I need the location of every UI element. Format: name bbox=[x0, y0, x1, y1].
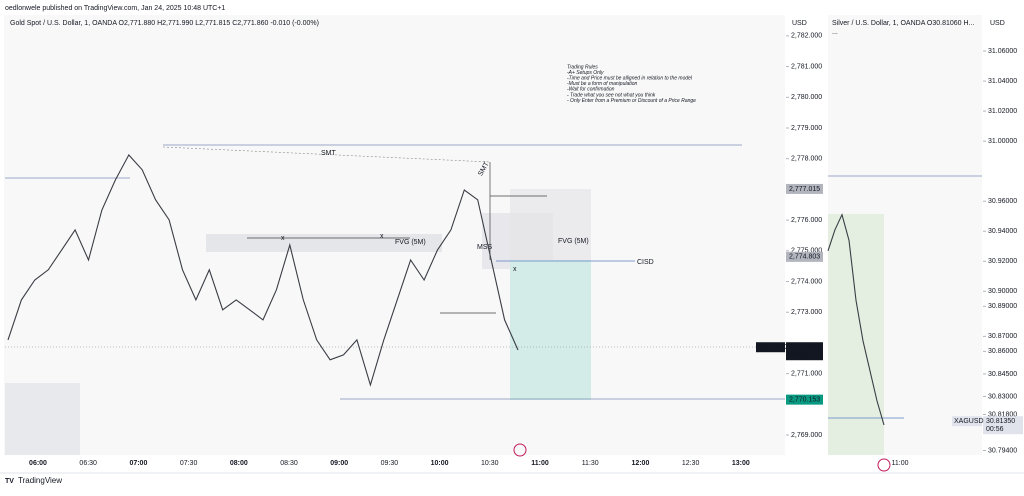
symbol: XAGUSD bbox=[954, 418, 984, 425]
silver-currency: USD bbox=[990, 20, 1005, 27]
rule-line: -Must be a form of manipulation bbox=[567, 81, 638, 87]
y-tick-label: 2,780.000 bbox=[791, 94, 822, 101]
rule-line: - Trade what you see not what you think bbox=[567, 92, 656, 98]
x-tick-label: 13:00 bbox=[732, 460, 750, 467]
x-tick-label: 11:30 bbox=[582, 460, 599, 467]
gold-chart: 2,782.000 2,781.000 2,780.000 2,779.000 2,77… bbox=[7, 33, 823, 467]
rule-line: - Only Enter from a Premium or Discount … bbox=[567, 98, 696, 104]
trading-rules: Trading Rules-A+ Setups Only-Time and Pr… bbox=[567, 64, 696, 104]
price-label-text: 2,770.153 bbox=[789, 396, 820, 403]
countdown: 00:56 bbox=[789, 352, 807, 359]
y-tick-label: 2,773.000 bbox=[791, 309, 822, 316]
y-tick-label: 30.79400 bbox=[988, 447, 1017, 454]
price-label bbox=[786, 251, 823, 262]
symbol-tag bbox=[756, 342, 785, 353]
price-label-text: 2,774.803 bbox=[789, 254, 820, 261]
gold-axis bbox=[785, 15, 825, 455]
event-icon bbox=[877, 458, 891, 472]
y-tick-label: 30.94000 bbox=[988, 228, 1017, 235]
annotation: CISD bbox=[637, 259, 654, 266]
silver-title: Silver / U.S. Dollar, 1, OANDA O30.81060… bbox=[832, 20, 974, 27]
annotation: SMT bbox=[321, 150, 337, 157]
y-tick-label: 30.83000 bbox=[988, 393, 1017, 400]
annotation: FVG (5M) bbox=[395, 239, 426, 246]
y-tick-label: 30.90000 bbox=[988, 288, 1017, 295]
silver-chart: 31.06000 31.04000 31.02000 31.00000 30.96000… bbox=[827, 48, 1023, 467]
rule-line: -Time and Price must be alligned in rela… bbox=[567, 76, 693, 82]
x-tick-label: 06:00 bbox=[29, 460, 47, 467]
price-label-text: 2,771.860 bbox=[789, 344, 820, 351]
y-tick-label: 2,769.000 bbox=[791, 432, 822, 439]
y-tick-label: 2,774.000 bbox=[791, 278, 822, 285]
y-tick-label: 30.86000 bbox=[988, 348, 1017, 355]
silver-more: ... bbox=[832, 29, 838, 36]
footer-brand: TradingView bbox=[18, 476, 62, 485]
y-tick-label: 2,775.000 bbox=[791, 248, 822, 255]
x-tick-label: 11:00 bbox=[892, 460, 909, 467]
fvg-box bbox=[206, 234, 442, 252]
smt-line bbox=[162, 146, 491, 163]
x-tick-label: 08:30 bbox=[280, 460, 298, 467]
annotation: MSS bbox=[477, 244, 493, 251]
x-tick-label: 10:30 bbox=[481, 460, 499, 467]
x-tick-label: 12:30 bbox=[682, 460, 700, 467]
annotation: x bbox=[513, 266, 517, 273]
x-tick-label: 09:00 bbox=[330, 460, 348, 467]
y-tick-label: 30.89000 bbox=[988, 303, 1017, 310]
silver-axis bbox=[982, 15, 1024, 455]
y-tick-label: 31.02000 bbox=[988, 108, 1017, 115]
price-label bbox=[983, 416, 1023, 435]
risk-box bbox=[510, 189, 591, 260]
shade-box bbox=[828, 214, 884, 455]
price-label-text: 2,777.015 bbox=[789, 186, 820, 193]
y-tick-label: 30.87000 bbox=[988, 333, 1017, 340]
y-tick-label: 2,776.000 bbox=[791, 217, 822, 224]
gold-title: Gold Spot / U.S. Dollar, 1, OANDA O2,771… bbox=[10, 20, 319, 27]
price-label-text: 30.81350 bbox=[986, 418, 1015, 425]
price-label bbox=[786, 342, 823, 361]
rule-line: -Wait for confirmation bbox=[567, 87, 615, 93]
price-path bbox=[7, 154, 519, 387]
y-tick-label: 2,782.000 bbox=[791, 33, 822, 40]
rule-line: Trading Rules bbox=[567, 64, 598, 70]
symbol: XAUUSD bbox=[758, 344, 787, 351]
symbol-tag bbox=[952, 416, 982, 427]
x-tick-label: 09:30 bbox=[381, 460, 399, 467]
price-path bbox=[827, 213, 885, 426]
annotation: x bbox=[380, 233, 384, 240]
y-tick-label: 30.92000 bbox=[988, 258, 1017, 265]
x-tick-label: 07:30 bbox=[180, 460, 198, 467]
y-tick-label: 2,778.000 bbox=[791, 156, 822, 163]
x-tick-label: 06:30 bbox=[79, 460, 97, 467]
annotation: FVG (5M) bbox=[558, 238, 589, 245]
event-icon bbox=[513, 443, 527, 457]
rule-line: -A+ Setups Only bbox=[567, 70, 604, 76]
y-tick-label: 2,779.000 bbox=[791, 125, 822, 132]
gold-currency: USD bbox=[792, 20, 807, 27]
annotation: x bbox=[281, 235, 285, 242]
y-tick-label: 2,771.000 bbox=[791, 370, 822, 377]
y-tick-label: 31.00000 bbox=[988, 138, 1017, 145]
reward-box bbox=[510, 260, 591, 400]
y-tick-label: 2,781.000 bbox=[791, 63, 822, 70]
y-tick-label: 31.06000 bbox=[988, 48, 1017, 55]
x-tick-label: 07:00 bbox=[129, 460, 147, 467]
shade-box bbox=[5, 383, 80, 455]
countdown: 00:56 bbox=[986, 426, 1004, 433]
x-tick-label: 12:00 bbox=[631, 460, 649, 467]
x-tick-label: 08:00 bbox=[230, 460, 248, 467]
y-tick-label: 31.04000 bbox=[988, 78, 1017, 85]
price-label bbox=[786, 394, 823, 405]
header: oedlonwele published on TradingView.com,… bbox=[5, 5, 225, 12]
logo: TV bbox=[5, 478, 14, 485]
y-tick-label: 30.81800 bbox=[988, 411, 1017, 418]
x-tick-label: 11:00 bbox=[531, 460, 549, 467]
x-tick-label: 10:00 bbox=[431, 460, 449, 467]
price-label bbox=[786, 183, 823, 194]
y-tick-label: 30.96000 bbox=[988, 198, 1017, 205]
y-tick-label: 30.84500 bbox=[988, 371, 1017, 378]
